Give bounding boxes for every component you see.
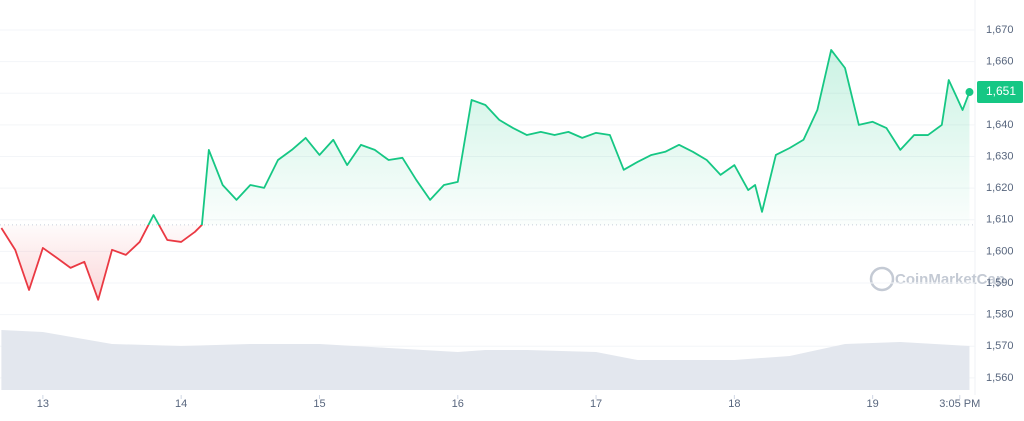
y-tick-label: 1,590 xyxy=(986,277,1014,289)
price-badge xyxy=(977,81,1023,104)
watermark: CoinMarketCap xyxy=(895,271,1005,288)
x-tick-label: 19 xyxy=(867,398,879,410)
y-tick-label: 1,600 xyxy=(986,245,1014,257)
y-tick-label: 1,660 xyxy=(986,56,1014,68)
x-tick-label: 16 xyxy=(452,398,464,410)
y-tick-label: 1,630 xyxy=(986,150,1014,162)
x-tick-label: 18 xyxy=(728,398,740,410)
y-tick-label: 1,570 xyxy=(986,340,1014,352)
y-tick-label: 1,610 xyxy=(986,214,1014,226)
y-tick-label: 1,670 xyxy=(986,24,1014,36)
last-point xyxy=(965,88,974,97)
y-tick-label: 1,560 xyxy=(986,372,1014,384)
x-tick-label: 13 xyxy=(37,398,49,410)
watermark-logo xyxy=(869,266,895,292)
x-tick-label: 17 xyxy=(590,398,602,410)
volume-area xyxy=(1,330,970,390)
y-tick-label: 1,640 xyxy=(986,119,1014,131)
x-tick-label: 15 xyxy=(313,398,325,410)
x-tick-label: 14 xyxy=(175,398,187,410)
y-tick-label: 1,620 xyxy=(986,182,1014,194)
y-tick-label: 1,580 xyxy=(986,309,1014,321)
price-line xyxy=(0,49,971,301)
x-tick-label: 3:05 PM xyxy=(939,398,980,410)
price-badge-label: 1,651 xyxy=(986,84,1016,98)
price-area xyxy=(1,49,970,300)
